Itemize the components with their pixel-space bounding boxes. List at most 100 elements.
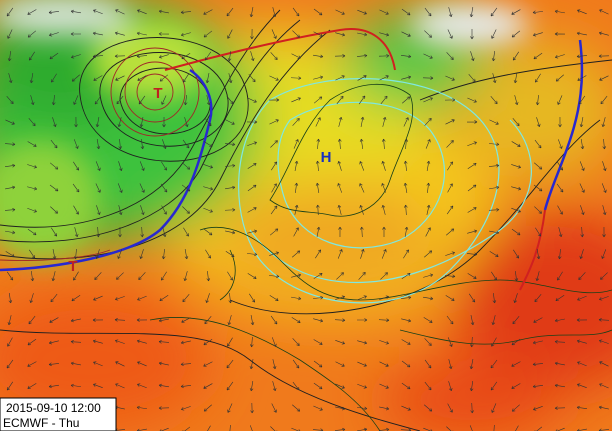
wind-arrow — [292, 338, 300, 346]
wind-arrow — [580, 205, 585, 215]
wind-arrow — [447, 403, 453, 413]
wind-arrow — [601, 117, 606, 128]
wind-arrow — [52, 117, 57, 127]
wind-arrow — [379, 361, 389, 367]
wind-arrow — [401, 339, 411, 345]
wind-arrow — [403, 182, 408, 193]
wind-arrow — [467, 162, 477, 169]
wind-arrow — [27, 9, 37, 15]
wind-arrow — [116, 272, 124, 280]
wind-arrow — [513, 293, 518, 303]
wind-arrow — [490, 95, 498, 105]
wind-arrow — [30, 271, 35, 282]
wind-arrow — [491, 315, 496, 326]
wind-arrow — [227, 271, 233, 281]
wind-arrow — [555, 294, 565, 302]
wind-arrow — [269, 119, 279, 125]
wind-arrow — [359, 138, 364, 149]
wind-arrow — [203, 141, 213, 147]
wind-arrow — [137, 9, 147, 15]
wind-arrow — [292, 118, 300, 126]
wind-arrow — [467, 141, 477, 147]
wind-arrow — [313, 75, 324, 80]
wind-arrow — [6, 271, 14, 281]
wind-arrow — [313, 31, 323, 37]
wind-arrow — [29, 73, 34, 84]
wind-arrow — [247, 163, 257, 169]
wind-arrow — [467, 273, 477, 279]
wind-arrow — [180, 362, 192, 367]
wind-arrow — [489, 119, 499, 125]
wind-arrow — [206, 270, 211, 282]
wind-arrow — [511, 141, 521, 147]
wind-arrow — [158, 318, 169, 323]
wind-arrow — [493, 424, 495, 431]
wind-arrow — [292, 7, 300, 17]
wind-arrow — [272, 7, 277, 18]
wind-arrow — [136, 318, 148, 322]
wind-arrow — [158, 361, 169, 366]
wind-arrow — [6, 96, 14, 105]
wind-arrow — [533, 184, 543, 192]
wind-arrow — [490, 381, 498, 391]
wind-arrow — [224, 208, 236, 212]
wind-arrow — [467, 207, 477, 213]
wind-arrow — [6, 7, 14, 17]
wind-arrow — [335, 295, 345, 300]
wind-arrow — [118, 161, 123, 171]
wind-arrow — [382, 116, 387, 127]
wind-arrow — [246, 120, 258, 124]
wind-arrow — [294, 204, 299, 215]
wind-arrow — [446, 140, 454, 148]
wind-arrow — [96, 139, 101, 150]
wind-arrow — [227, 337, 233, 347]
wind-arrow — [50, 206, 58, 214]
wind-arrow — [271, 183, 277, 193]
wind-arrow — [492, 293, 497, 304]
wind-arrow — [205, 249, 211, 259]
wind-arrow — [580, 226, 584, 238]
wind-arrow — [226, 359, 234, 369]
wind-arrow — [426, 182, 431, 194]
wind-arrow — [162, 227, 167, 238]
wind-arrow — [491, 403, 497, 413]
wind-arrow — [7, 29, 13, 39]
wind-arrow — [513, 73, 518, 84]
wind-arrow — [5, 163, 16, 168]
wind-arrow — [269, 295, 279, 301]
wind-arrow — [49, 52, 59, 60]
wind-arrow — [577, 383, 587, 388]
wind-arrow — [227, 403, 233, 413]
wind-arrow — [535, 227, 541, 237]
wind-arrow — [268, 98, 280, 102]
wind-arrow — [247, 97, 257, 103]
wind-arrow — [292, 359, 300, 369]
wind-arrow — [315, 249, 321, 259]
wind-arrow — [51, 73, 57, 83]
wind-arrow — [71, 74, 80, 82]
wind-arrow — [577, 295, 587, 301]
wind-arrow — [357, 340, 368, 345]
wind-arrow — [381, 161, 386, 171]
wind-arrow — [225, 185, 236, 190]
wind-arrow — [532, 10, 543, 15]
wind-arrow — [48, 10, 59, 15]
wind-arrow — [445, 295, 455, 301]
wind-arrow — [271, 161, 278, 171]
wind-arrow — [139, 183, 145, 193]
wind-arrow — [116, 95, 124, 105]
info-box: 2015-09-10 12:00 ECMWF - Thu — [0, 397, 117, 431]
wind-arrow — [337, 204, 342, 215]
wind-arrow — [6, 359, 14, 369]
wind-arrow — [27, 228, 37, 236]
wind-arrow — [535, 271, 540, 282]
wind-arrow — [137, 383, 147, 389]
wind-arrow — [70, 340, 82, 344]
wind-arrow — [315, 117, 321, 127]
wind-arrow — [381, 138, 386, 150]
wind-arrow — [51, 94, 56, 106]
wind-arrow — [599, 383, 609, 389]
wind-arrow — [272, 359, 277, 370]
wind-arrow — [446, 426, 454, 431]
wind-arrow — [73, 95, 79, 105]
